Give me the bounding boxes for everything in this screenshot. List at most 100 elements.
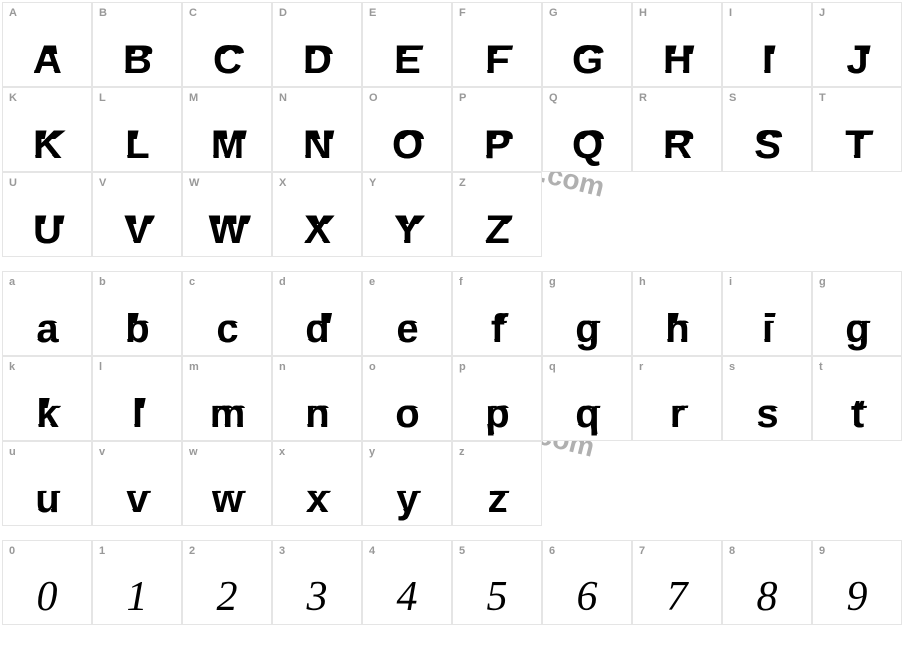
- cell-label: r: [639, 361, 643, 373]
- cell-label: B: [99, 7, 107, 19]
- glyph-cell: zz: [452, 441, 542, 526]
- cell-label: 2: [189, 545, 195, 557]
- cell-glyph: 5: [453, 576, 541, 618]
- cell-label: b: [99, 276, 106, 288]
- cell-glyph: t: [813, 394, 901, 434]
- cell-glyph: x: [273, 479, 361, 519]
- cell-label: q: [549, 361, 556, 373]
- glyph-cell: EE: [362, 2, 452, 87]
- cell-label: A: [9, 7, 17, 19]
- cell-glyph: p: [453, 394, 541, 434]
- glyph-cell: hh: [632, 271, 722, 356]
- cell-label: 5: [459, 545, 465, 557]
- cell-glyph: a: [3, 309, 91, 349]
- cell-label: w: [189, 446, 198, 458]
- glyph-cell: JJ: [812, 2, 902, 87]
- cell-label: G: [549, 7, 558, 19]
- cell-label: R: [639, 92, 647, 104]
- cell-glyph: w: [183, 479, 271, 519]
- cell-label: n: [279, 361, 286, 373]
- glyph-cell: nn: [272, 356, 362, 441]
- glyph-cell: UU: [2, 172, 92, 257]
- cell-label: L: [99, 92, 106, 104]
- cell-label: S: [729, 92, 736, 104]
- cell-glyph: s: [723, 394, 811, 434]
- cell-glyph: L: [93, 125, 181, 165]
- cell-label: 9: [819, 545, 825, 557]
- cell-label: v: [99, 446, 105, 458]
- glyph-cell: SS: [722, 87, 812, 172]
- glyph-cell: ff: [452, 271, 542, 356]
- glyph-cell: 33: [272, 540, 362, 625]
- cell-label: F: [459, 7, 466, 19]
- cell-glyph: u: [3, 479, 91, 519]
- cell-label: s: [729, 361, 735, 373]
- glyph-cell: bb: [92, 271, 182, 356]
- cell-label: W: [189, 177, 199, 189]
- glyph-cell: BB: [92, 2, 182, 87]
- glyph-cell: 99: [812, 540, 902, 625]
- glyph-cell: qq: [542, 356, 632, 441]
- cell-glyph: J: [813, 40, 901, 80]
- cell-label: 6: [549, 545, 555, 557]
- cell-glyph: l: [93, 394, 181, 434]
- glyph-cell: 88: [722, 540, 812, 625]
- cell-glyph: Z: [453, 210, 541, 250]
- glyph-cell: MM: [182, 87, 272, 172]
- cell-glyph: i: [723, 309, 811, 349]
- cell-label: t: [819, 361, 823, 373]
- glyph-cell: mm: [182, 356, 272, 441]
- glyph-cell: ZZ: [452, 172, 542, 257]
- cell-glyph: 6: [543, 576, 631, 618]
- cell-glyph: b: [93, 309, 181, 349]
- cell-label: y: [369, 446, 375, 458]
- cell-glyph: D: [273, 40, 361, 80]
- cell-glyph: m: [183, 394, 271, 434]
- cell-label: d: [279, 276, 286, 288]
- cell-label: o: [369, 361, 376, 373]
- cell-glyph: 1: [93, 576, 181, 618]
- glyph-cell: FF: [452, 2, 542, 87]
- glyph-cell: XX: [272, 172, 362, 257]
- glyph-cell: ll: [92, 356, 182, 441]
- cell-glyph: h: [633, 309, 721, 349]
- glyph-cell: xx: [272, 441, 362, 526]
- cell-glyph: f: [453, 309, 541, 349]
- cell-label: H: [639, 7, 647, 19]
- cell-glyph: 2: [183, 576, 271, 618]
- glyph-cell: pp: [452, 356, 542, 441]
- glyph-cell: tt: [812, 356, 902, 441]
- cell-label: x: [279, 446, 285, 458]
- cell-glyph: M: [183, 125, 271, 165]
- cell-glyph: 3: [273, 576, 361, 618]
- cell-label: E: [369, 7, 376, 19]
- glyph-cell: ii: [722, 271, 812, 356]
- cell-glyph: E: [363, 40, 451, 80]
- glyph-cell: gg: [542, 271, 632, 356]
- cell-label: k: [9, 361, 15, 373]
- glyph-cell: 00: [2, 540, 92, 625]
- cell-glyph: I: [723, 40, 811, 80]
- cell-label: D: [279, 7, 287, 19]
- digits-grid: 00112233445566778899: [2, 540, 909, 625]
- cell-label: m: [189, 361, 199, 373]
- cell-glyph: e: [363, 309, 451, 349]
- cell-glyph: 7: [633, 576, 721, 618]
- cell-label: Z: [459, 177, 466, 189]
- glyph-cell: dd: [272, 271, 362, 356]
- cell-glyph: g: [543, 309, 631, 349]
- cell-label: X: [279, 177, 286, 189]
- cell-glyph: H: [633, 40, 721, 80]
- cell-label: M: [189, 92, 198, 104]
- glyph-cell: YY: [362, 172, 452, 257]
- cell-glyph: v: [93, 479, 181, 519]
- cell-label: 7: [639, 545, 645, 557]
- cell-label: f: [459, 276, 463, 288]
- cell-label: Q: [549, 92, 558, 104]
- glyph-cell: yy: [362, 441, 452, 526]
- lowercase-grid: aabbccddeeffgghhiiggkkllmmnnooppqqrrsstt…: [2, 271, 909, 526]
- cell-label: z: [459, 446, 465, 458]
- cell-label: V: [99, 177, 106, 189]
- glyph-cell: ww: [182, 441, 272, 526]
- cell-label: 0: [9, 545, 15, 557]
